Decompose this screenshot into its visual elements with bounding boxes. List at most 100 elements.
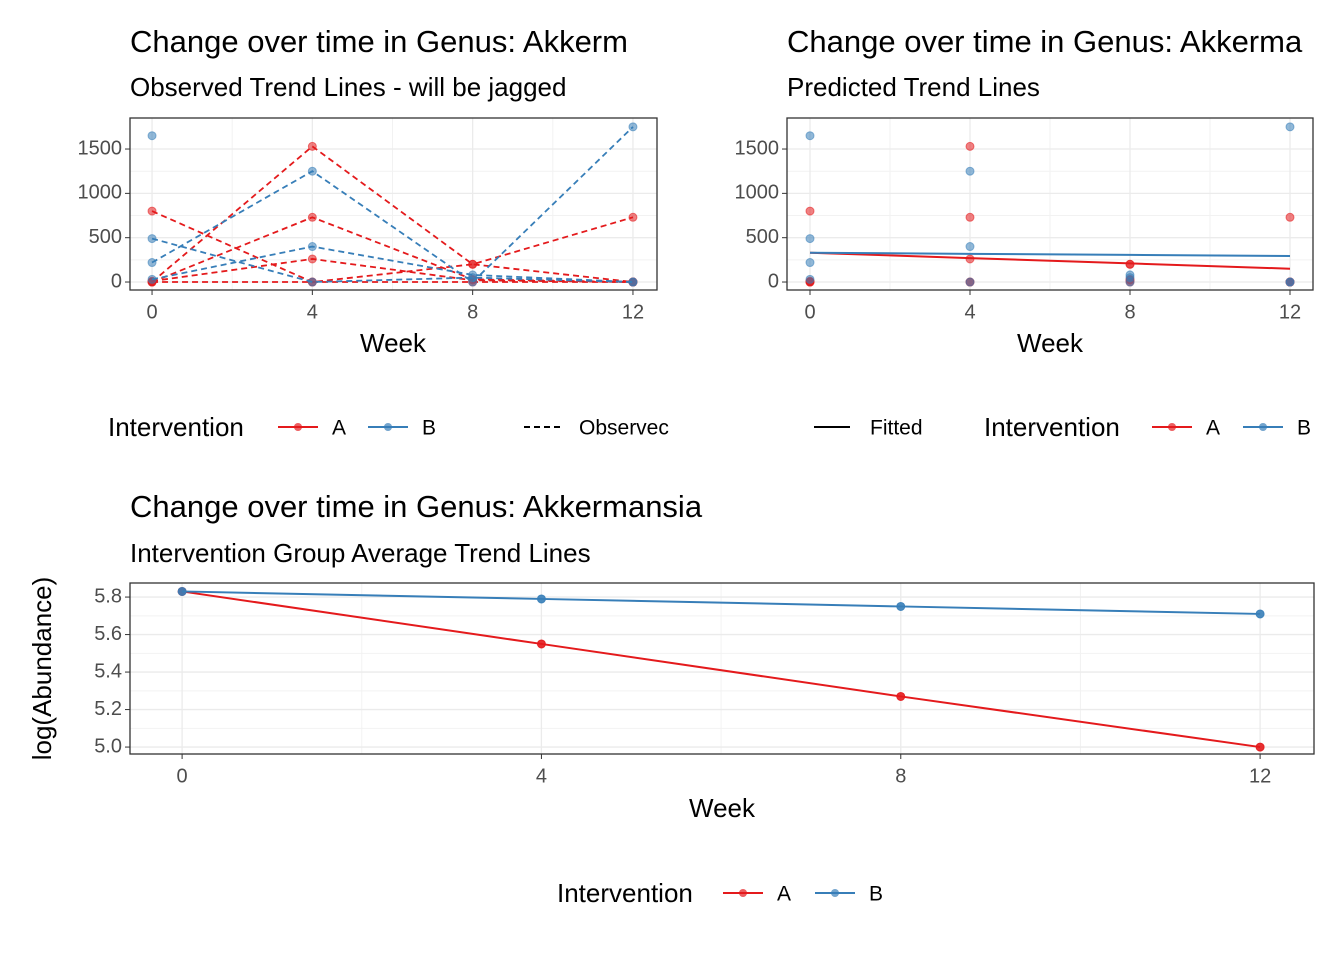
point — [307, 166, 317, 176]
legend-key-point — [1259, 423, 1267, 431]
point — [468, 259, 478, 269]
legend-key-point — [294, 423, 302, 431]
point — [147, 206, 157, 216]
point — [147, 131, 157, 141]
x-tick-label: 0 — [804, 301, 815, 323]
point — [965, 277, 975, 287]
plot-marks — [805, 122, 1295, 287]
legend-key-point — [739, 889, 747, 897]
legend-title: Intervention — [984, 412, 1120, 442]
title-group: Change over time in Genus: Akkerm Observe… — [130, 24, 628, 102]
point — [307, 277, 317, 287]
legend-label: B — [869, 883, 883, 906]
point — [468, 270, 478, 280]
y-tick-label: 0 — [768, 270, 779, 292]
chart-subtitle: Intervention Group Average Trend Lines — [130, 538, 591, 568]
plot-border — [129, 117, 658, 291]
chart-subtitle: Observed Trend Lines - will be jagged — [130, 72, 566, 102]
point — [1285, 212, 1295, 222]
point — [1125, 270, 1135, 280]
x-tick-label: 12 — [1249, 765, 1271, 787]
point — [147, 258, 157, 268]
trend-line — [151, 126, 634, 284]
x-tick-label: 0 — [177, 765, 188, 787]
trend-line — [151, 245, 633, 283]
trend-line — [151, 145, 634, 283]
legend-key-point — [384, 423, 392, 431]
chart-title: Change over time in Genus: Akkerma — [787, 24, 1303, 59]
panel: Change over time in Genus: Akkermansia In… — [27, 489, 1315, 908]
fitted-line — [809, 251, 1291, 270]
legend-key-point — [831, 889, 839, 897]
trend-line — [151, 210, 634, 283]
trend-line — [151, 237, 633, 283]
point — [147, 274, 157, 284]
point — [1255, 609, 1265, 619]
legend-label: B — [422, 417, 436, 440]
point — [177, 586, 187, 596]
plot-marks — [177, 586, 1265, 752]
x-tick-label: 8 — [1124, 301, 1135, 323]
legend-group: Intervention A B Observec — [108, 412, 669, 442]
plot-background — [130, 118, 657, 290]
series-line — [181, 590, 1261, 749]
point — [1285, 122, 1295, 132]
x-axis-label: Week — [1017, 328, 1084, 358]
x-tick-label: 12 — [1279, 301, 1301, 323]
y-tick-label: 500 — [746, 226, 779, 248]
point — [896, 691, 906, 701]
point — [896, 601, 906, 611]
y-tick-label: 500 — [89, 226, 122, 248]
point — [307, 141, 317, 151]
chart-title: Change over time in Genus: Akkermansia — [130, 489, 703, 524]
legend-label: A — [777, 883, 791, 906]
point — [1255, 742, 1265, 752]
point — [965, 141, 975, 151]
point — [805, 234, 815, 244]
series-line — [182, 590, 1261, 615]
x-axis-label: Week — [689, 793, 756, 823]
x-axis-label: Week — [360, 328, 427, 358]
plot-border — [786, 117, 1314, 291]
point — [965, 242, 975, 252]
legend-label: A — [332, 417, 346, 440]
y-tick-label: 5.6 — [94, 623, 122, 645]
point — [536, 594, 546, 604]
y-tick-label: 5.0 — [94, 735, 122, 757]
plot-border — [129, 582, 1315, 755]
point — [805, 274, 815, 284]
x-tick-label: 0 — [146, 301, 157, 323]
point — [805, 206, 815, 216]
chart-title: Change over time in Genus: Akkerm — [130, 24, 628, 59]
point — [965, 166, 975, 176]
fitted-line — [809, 251, 1291, 257]
y-tick-label: 1500 — [735, 137, 780, 159]
point — [628, 277, 638, 287]
legend-title: Intervention — [108, 412, 244, 442]
y-tick-label: 5.8 — [94, 585, 122, 607]
x-tick-label: 8 — [467, 301, 478, 323]
y-tick-label: 1000 — [78, 182, 123, 204]
legend-label: Observec — [579, 417, 669, 440]
point — [628, 122, 638, 132]
point — [805, 258, 815, 268]
point — [536, 639, 546, 649]
point — [805, 131, 815, 141]
y-tick-label: 5.4 — [94, 660, 122, 682]
y-axis-label: log(Abundance) — [27, 577, 57, 761]
x-tick-label: 8 — [895, 765, 906, 787]
y-tick-label: 1000 — [735, 182, 780, 204]
x-tick-label: 4 — [964, 301, 975, 323]
y-tick-label: 0 — [111, 270, 122, 292]
legend-label: B — [1297, 417, 1311, 440]
point — [147, 234, 157, 244]
point — [1285, 277, 1295, 287]
y-tick-label: 1500 — [78, 137, 123, 159]
x-tick-label: 12 — [622, 301, 644, 323]
point — [307, 254, 317, 264]
point — [965, 212, 975, 222]
y-tick-label: 5.2 — [94, 698, 122, 720]
legend-label: Fitted — [870, 417, 923, 440]
legend-title: Intervention — [557, 878, 693, 908]
